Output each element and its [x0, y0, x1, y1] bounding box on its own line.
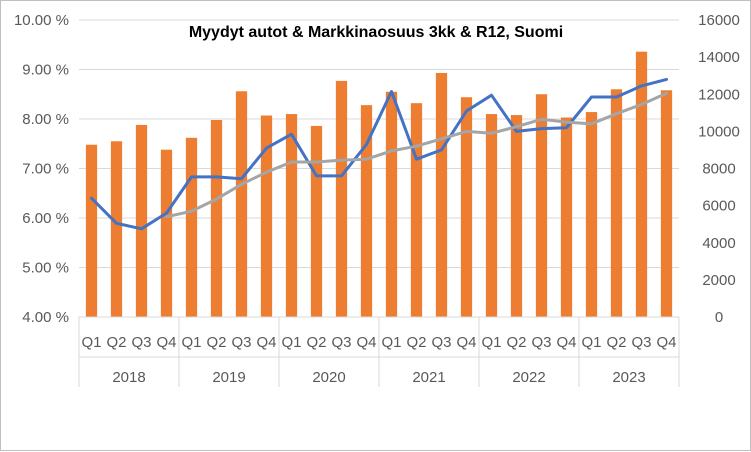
bar: [85, 144, 98, 317]
year-label: 2021: [412, 369, 445, 386]
x-tick-label: Q1: [281, 334, 301, 351]
y-right-tick-label: 8000: [702, 161, 735, 178]
y-right-tick-label: 12000: [698, 86, 740, 103]
x-tick-label: Q3: [131, 334, 151, 351]
y-right-tick-label: 6000: [702, 198, 735, 215]
y-right-tick-label: 2000: [702, 272, 735, 289]
y-right-tick-label: 4000: [702, 235, 735, 252]
bar-series: [85, 51, 673, 318]
x-tick-label: Q1: [81, 334, 101, 351]
x-tick-label: Q1: [381, 334, 401, 351]
x-tick-label: Q2: [206, 334, 226, 351]
y-right-tick-label: 10000: [698, 123, 740, 140]
axes: 4.00 % 5.00 % 6.00 % 7.00 % 8.00 % 9.00 % 10.0…: [14, 12, 740, 387]
x-tick-label: Q2: [506, 334, 526, 351]
bar: [635, 51, 648, 318]
x-tick-label: Q4: [656, 334, 676, 351]
bar: [360, 105, 373, 317]
x-tick-label: Q4: [456, 334, 476, 351]
y-right-tick-label: 16000: [698, 12, 740, 29]
chart-title: Myydyt autot & Markkinaosuus 3kk & R12, …: [189, 24, 563, 41]
bar: [310, 125, 323, 318]
bar: [660, 90, 673, 317]
y-left-tick-label: 5.00 %: [22, 260, 69, 277]
bar: [335, 80, 348, 317]
x-tick-label: Q1: [481, 334, 501, 351]
x-tick-label: Q4: [356, 334, 376, 351]
gridlines: [79, 19, 679, 268]
bar: [160, 149, 173, 317]
year-label: 2023: [612, 369, 645, 386]
bar: [385, 91, 398, 318]
bar: [510, 115, 523, 317]
x-tick-label: Q1: [581, 334, 601, 351]
bar: [485, 114, 498, 317]
line-series: [90, 77, 668, 231]
x-tick-label: Q1: [181, 334, 201, 351]
y-left-tick-label: 8.00 %: [22, 111, 69, 128]
year-label: 2019: [212, 369, 245, 386]
x-tick-label: Q3: [531, 334, 551, 351]
y-left-tick-label: 7.00 %: [22, 161, 69, 178]
y-left-tick-label: 4.00 %: [22, 309, 69, 326]
bar: [460, 97, 473, 317]
bar: [585, 112, 598, 317]
bar: [235, 91, 248, 317]
y-left-tick-label: 6.00 %: [22, 210, 69, 227]
x-tick-label: Q2: [606, 334, 626, 351]
x-tick-label: Q2: [406, 334, 426, 351]
bar: [610, 89, 623, 317]
x-tick-label: Q4: [256, 334, 276, 351]
bar: [560, 117, 573, 317]
x-tick-label: Q2: [106, 334, 126, 351]
x-tick-label: Q4: [156, 334, 176, 351]
x-tick-label: Q2: [306, 334, 326, 351]
x-tick-label: Q4: [556, 334, 576, 351]
year-label: 2022: [512, 369, 545, 386]
y-right-tick-label: 0: [715, 309, 723, 326]
y-left-tick-label: 10.00 %: [14, 12, 69, 29]
bar: [535, 94, 548, 317]
year-label: 2020: [312, 369, 345, 386]
bar: [285, 114, 298, 317]
y-right-tick-label: 14000: [698, 49, 740, 66]
y-left-tick-label: 9.00 %: [22, 62, 69, 79]
bar: [110, 141, 123, 317]
x-tick-label: Q3: [331, 334, 351, 351]
bar: [435, 72, 448, 317]
year-label: 2018: [112, 369, 145, 386]
bar: [410, 103, 423, 317]
bar: [260, 115, 273, 317]
x-tick-label: Q3: [231, 334, 251, 351]
bar: [185, 137, 198, 317]
x-tick-label: Q3: [631, 334, 651, 351]
series-line: [165, 91, 668, 219]
bar: [210, 119, 223, 318]
bar: [135, 124, 148, 317]
x-tick-label: Q3: [431, 334, 451, 351]
